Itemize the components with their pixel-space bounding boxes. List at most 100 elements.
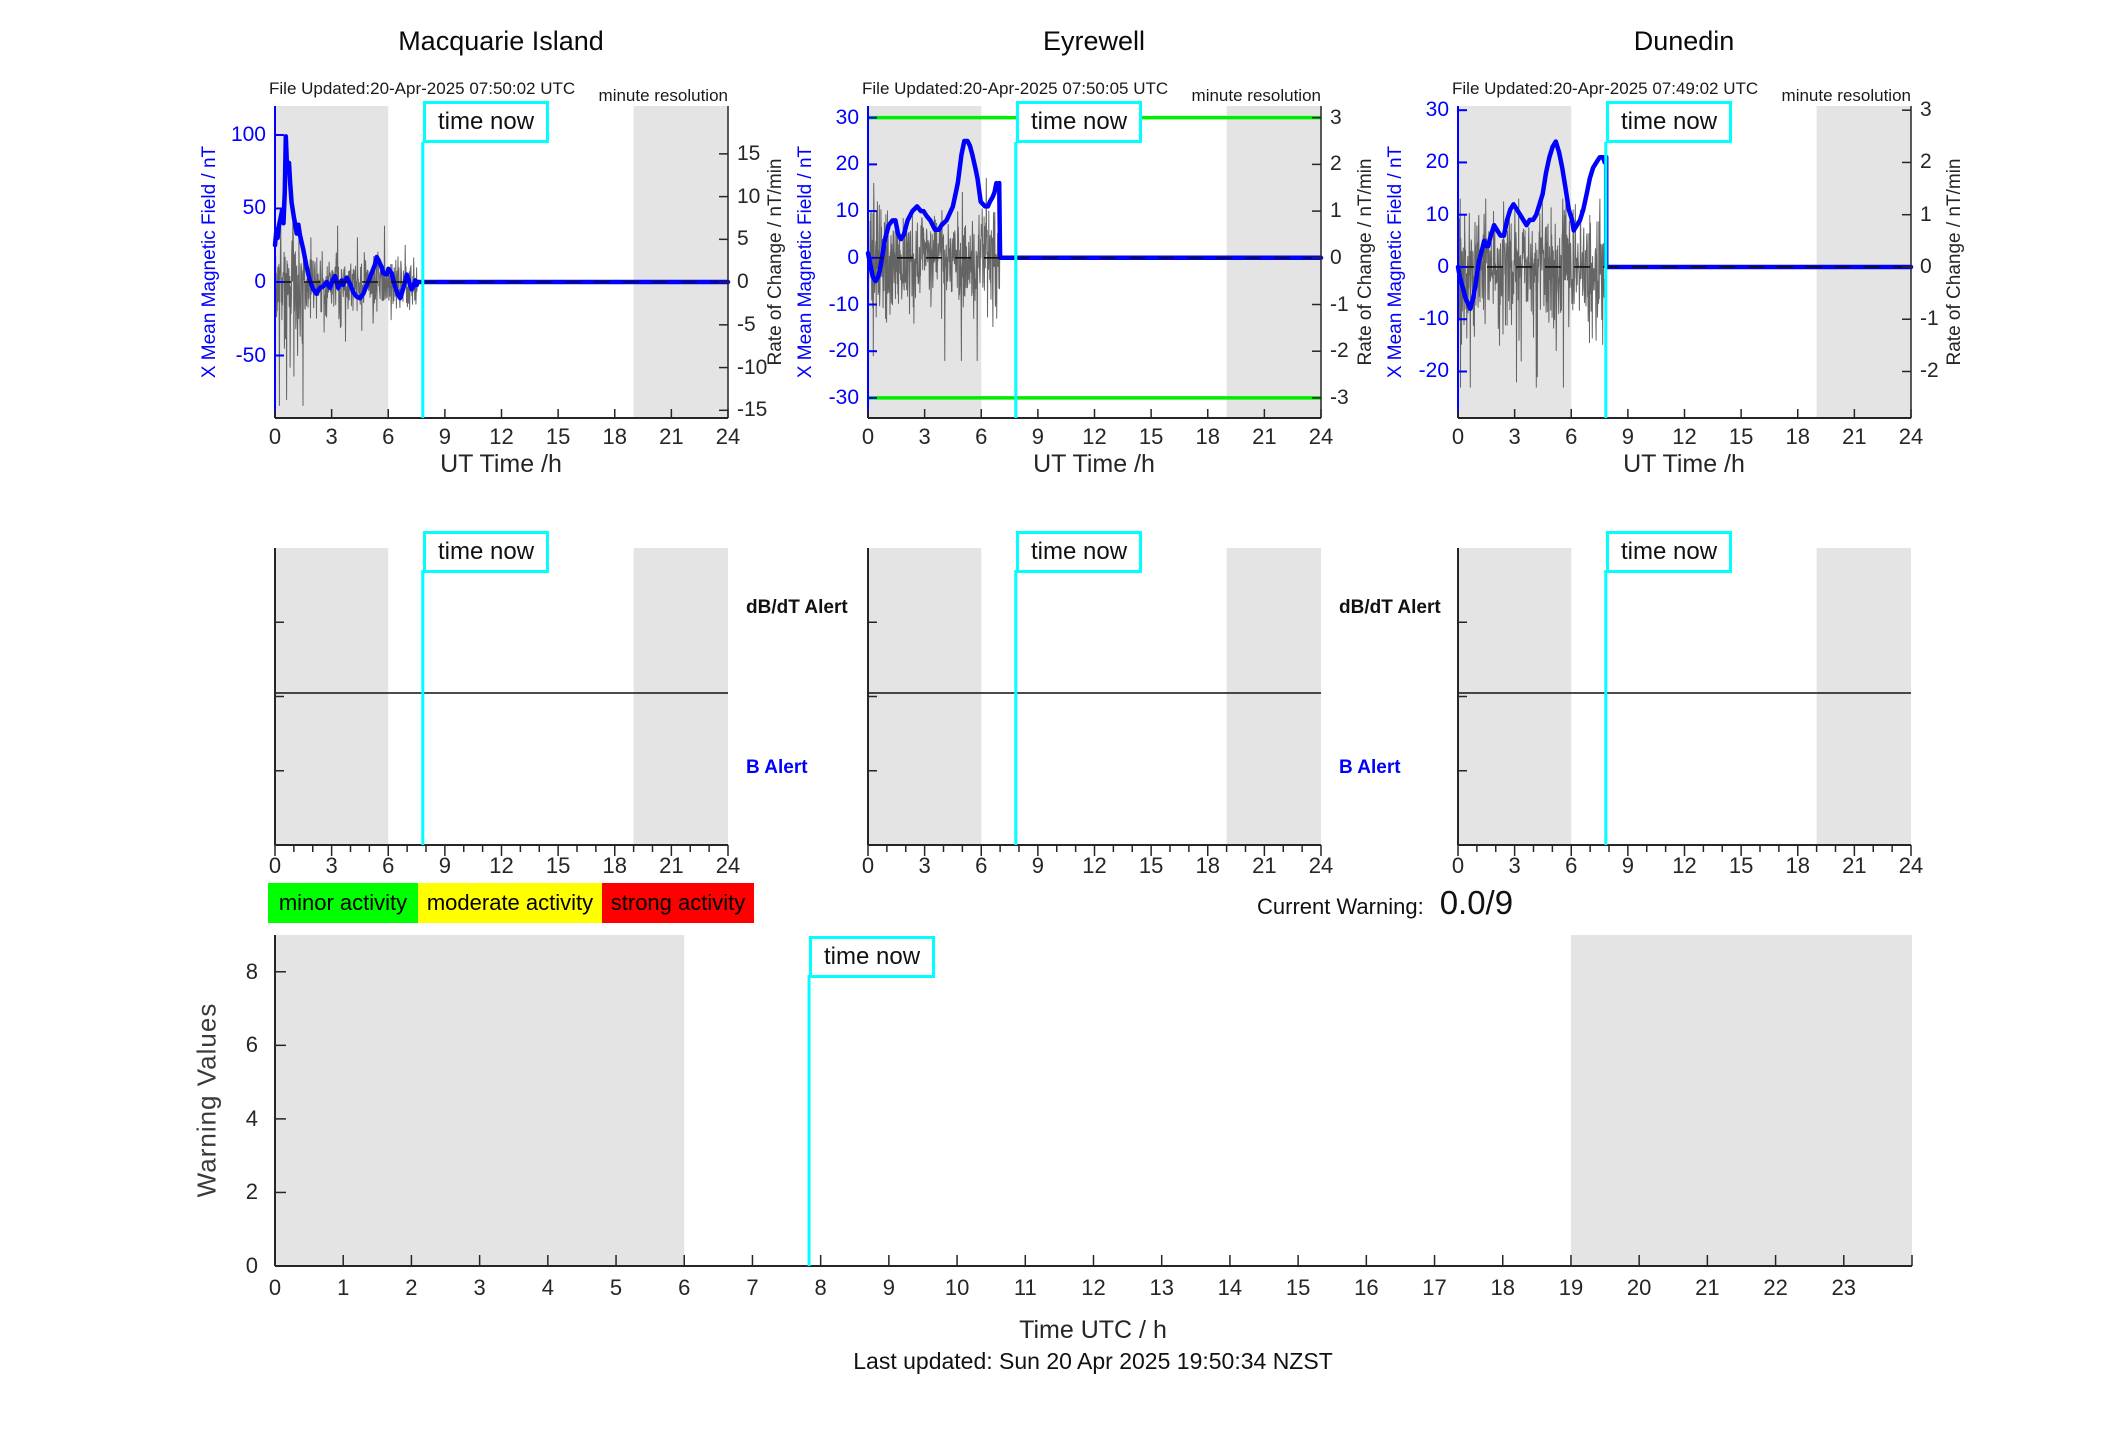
x-tick-label: 9: [1031, 424, 1044, 449]
warning-x-tick-label: 0: [268, 1275, 282, 1300]
last-updated-text: Last updated: Sun 20 Apr 2025 19:50:34 N…: [853, 1348, 1333, 1374]
warning-x-tick-label: 10: [944, 1275, 970, 1300]
right-tick-label: 1: [1920, 202, 1932, 226]
alert-x-tick-label: 6: [382, 853, 395, 878]
right-tick-label: 0: [737, 270, 749, 294]
station-title-eyrewell: Eyrewell: [1042, 26, 1146, 56]
alert-x-tick-label: 24: [1898, 853, 1924, 878]
legend-item: strong activity: [602, 883, 754, 923]
alert-x-tick-label: 9: [1621, 853, 1634, 878]
legend-item-label: strong activity: [610, 890, 746, 915]
x-tick-label: 6: [1565, 424, 1578, 449]
station-title-macquarie: Macquarie Island: [398, 26, 604, 56]
alert-x-tick-label: 21: [659, 853, 684, 878]
warning-x-axis-label: Time UTC / h: [1019, 1316, 1167, 1344]
file-updated-text: File Updated:20-Apr-2025 07:50:05 UTC: [862, 79, 1169, 98]
alert-x-tick-label: 15: [1138, 853, 1164, 878]
warning-x-tick-label: 14: [1217, 1275, 1243, 1300]
right-tick-label: -1: [1920, 307, 1939, 331]
x-axis-label: UT Time /h: [1623, 450, 1745, 478]
time-now-flag: time now: [1016, 531, 1143, 573]
alert-x-tick-label: 3: [918, 853, 931, 878]
left-tick-label: -30: [828, 385, 859, 409]
b-alert-label: B Alert: [746, 757, 808, 778]
left-tick-label: 50: [242, 196, 266, 220]
x-tick-label: 21: [1252, 424, 1277, 449]
x-tick-label: 0: [861, 424, 875, 449]
y-axis-label-left: X Mean Magnetic Field / nT: [199, 145, 220, 379]
x-tick-label: 6: [975, 424, 988, 449]
legend-item-label: moderate activity: [426, 890, 594, 915]
warning-x-tick-label: 6: [678, 1275, 691, 1300]
time-now-flag: time now: [423, 531, 550, 573]
alert-x-tick-label: 12: [1082, 853, 1107, 878]
warning-x-tick-label: 18: [1490, 1275, 1515, 1300]
warning-y-tick-label: 6: [245, 1032, 258, 1058]
left-tick-label: -50: [235, 343, 266, 367]
right-tick-label: 15: [737, 141, 761, 165]
current-warning: Current Warning: 0.0/9: [1257, 884, 1513, 922]
right-tick-label: -3: [1330, 385, 1349, 409]
left-tick-label: -20: [1418, 359, 1449, 383]
x-tick-label: 12: [1082, 424, 1107, 449]
right-tick-label: 0: [1920, 254, 1932, 278]
right-tick-label: 2: [1330, 152, 1342, 176]
alert-x-tick-label: 6: [975, 853, 988, 878]
current-warning-label: Current Warning:: [1257, 894, 1424, 919]
resolution-note: minute resolution: [598, 86, 728, 105]
legend-item: minor activity: [268, 883, 418, 923]
time-now-flag: time now: [1606, 101, 1733, 143]
alert-x-tick-label: 3: [325, 853, 338, 878]
alert-x-tick-label: 24: [715, 853, 741, 878]
legend-item-label: minor activity: [278, 890, 408, 915]
left-tick-label: 30: [1425, 98, 1449, 122]
x-tick-label: 15: [1728, 424, 1754, 449]
alert-x-tick-label: 12: [1672, 853, 1697, 878]
left-tick-label: 20: [835, 152, 859, 176]
right-tick-label: 3: [1920, 98, 1932, 122]
left-tick-label: 10: [1425, 202, 1449, 226]
dbdt-alert-label: dB/dT Alert: [1339, 597, 1441, 618]
alert-x-tick-label: 21: [1842, 853, 1867, 878]
alert-x-tick-label: 3: [1508, 853, 1521, 878]
warning-x-tick-label: 11: [1013, 1275, 1037, 1300]
x-tick-label: 3: [325, 424, 338, 449]
warning-x-tick-label: 8: [814, 1275, 827, 1300]
right-tick-label: -1: [1330, 292, 1349, 316]
time-now-flag: time now: [809, 936, 936, 978]
x-tick-label: 12: [489, 424, 514, 449]
station-title-dunedin: Dunedin: [1633, 26, 1735, 56]
left-tick-label: 100: [230, 122, 266, 146]
x-tick-label: 0: [1451, 424, 1465, 449]
left-tick-label: 10: [835, 199, 859, 223]
warning-y-axis-label: Warning Values: [191, 1002, 222, 1198]
x-axis-label: UT Time /h: [440, 450, 562, 478]
warning-y-tick-label: 4: [245, 1105, 258, 1131]
alert-x-tick-label: 0: [268, 853, 282, 878]
warning-x-tick-label: 7: [746, 1275, 759, 1300]
x-tick-label: 24: [1898, 424, 1924, 449]
right-tick-label: -2: [1920, 359, 1939, 383]
time-now-flag: time now: [423, 101, 550, 143]
x-tick-label: 18: [1195, 424, 1220, 449]
right-tick-label: 10: [737, 184, 761, 208]
warning-y-tick-label: 8: [245, 958, 258, 984]
x-tick-label: 15: [1138, 424, 1164, 449]
x-tick-label: 6: [382, 424, 395, 449]
y-axis-label-left: X Mean Magnetic Field / nT: [1385, 145, 1406, 379]
right-tick-label: 3: [1330, 105, 1342, 129]
alert-x-tick-label: 18: [1195, 853, 1220, 878]
warning-x-tick-label: 9: [882, 1275, 895, 1300]
y-axis-label-right: Rate of Change / nT/min: [1944, 158, 1965, 366]
x-tick-label: 18: [602, 424, 627, 449]
left-tick-label: -20: [828, 339, 859, 363]
resolution-note: minute resolution: [1191, 86, 1321, 105]
time-now-flag: time now: [1606, 531, 1733, 573]
alert-x-tick-label: 15: [1728, 853, 1754, 878]
left-tick-label: -10: [828, 292, 859, 316]
warning-y-tick-label: 0: [245, 1253, 258, 1278]
warning-x-tick-label: 1: [337, 1275, 350, 1300]
warning-x-tick-label: 21: [1695, 1275, 1720, 1300]
resolution-note: minute resolution: [1781, 86, 1911, 105]
